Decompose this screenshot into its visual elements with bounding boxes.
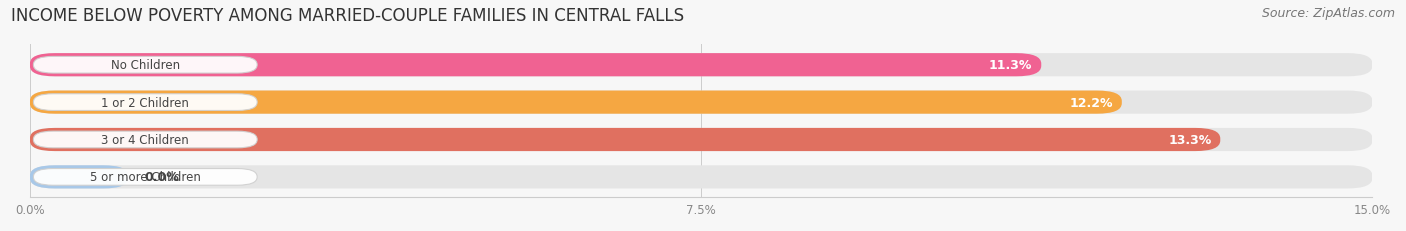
Text: 12.2%: 12.2% [1070,96,1114,109]
Text: 1 or 2 Children: 1 or 2 Children [101,96,190,109]
Text: Source: ZipAtlas.com: Source: ZipAtlas.com [1261,7,1395,20]
FancyBboxPatch shape [30,166,128,189]
FancyBboxPatch shape [34,169,257,185]
FancyBboxPatch shape [30,128,1220,152]
Text: 11.3%: 11.3% [988,59,1032,72]
FancyBboxPatch shape [30,54,1372,77]
Text: INCOME BELOW POVERTY AMONG MARRIED-COUPLE FAMILIES IN CENTRAL FALLS: INCOME BELOW POVERTY AMONG MARRIED-COUPL… [11,7,685,25]
Text: 0.0%: 0.0% [145,171,179,184]
FancyBboxPatch shape [34,132,257,148]
FancyBboxPatch shape [30,54,1042,77]
Text: No Children: No Children [111,59,180,72]
Text: 3 or 4 Children: 3 or 4 Children [101,134,190,146]
FancyBboxPatch shape [30,166,1372,189]
FancyBboxPatch shape [34,57,257,74]
Text: 13.3%: 13.3% [1168,134,1212,146]
FancyBboxPatch shape [30,128,1372,152]
FancyBboxPatch shape [30,91,1372,114]
FancyBboxPatch shape [30,91,1122,114]
FancyBboxPatch shape [34,94,257,111]
Text: 5 or more Children: 5 or more Children [90,171,201,184]
